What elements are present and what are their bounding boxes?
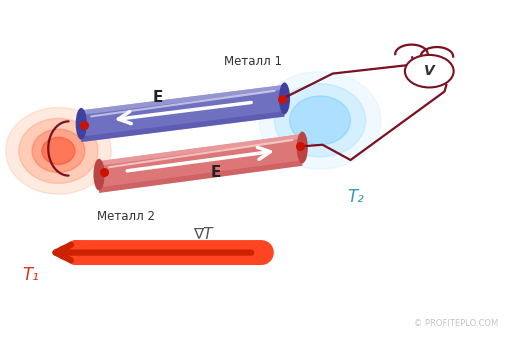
Ellipse shape	[32, 129, 85, 173]
Circle shape	[405, 55, 454, 87]
Ellipse shape	[76, 108, 87, 140]
Polygon shape	[81, 111, 284, 142]
Polygon shape	[99, 134, 302, 166]
Text: Металл 2: Металл 2	[97, 210, 154, 223]
Ellipse shape	[274, 84, 366, 157]
Ellipse shape	[42, 137, 75, 164]
Ellipse shape	[290, 96, 351, 145]
Text: V: V	[424, 64, 435, 78]
Text: E: E	[211, 165, 221, 180]
Polygon shape	[81, 85, 284, 115]
Text: T₁: T₁	[22, 265, 39, 284]
Text: © PROFITEPLO.COM: © PROFITEPLO.COM	[414, 319, 498, 328]
Text: Металл 1: Металл 1	[224, 55, 281, 68]
Ellipse shape	[93, 159, 105, 191]
Ellipse shape	[19, 118, 98, 183]
Polygon shape	[99, 160, 302, 193]
Ellipse shape	[279, 82, 290, 114]
Polygon shape	[99, 134, 302, 193]
Text: E: E	[152, 90, 163, 105]
Text: T₂: T₂	[347, 187, 364, 206]
Ellipse shape	[6, 107, 111, 194]
Text: ∇T: ∇T	[194, 227, 213, 242]
Ellipse shape	[297, 132, 308, 163]
Polygon shape	[81, 85, 284, 142]
Ellipse shape	[259, 72, 381, 169]
